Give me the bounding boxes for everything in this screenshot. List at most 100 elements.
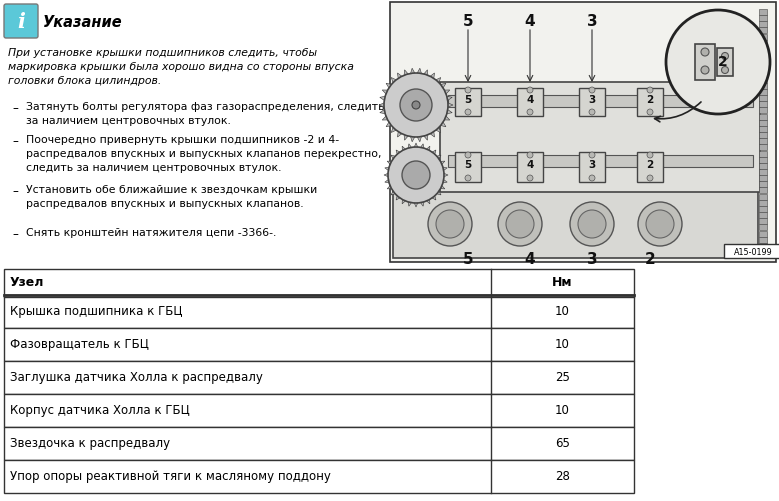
Bar [759,126,767,132]
Text: 5: 5 [463,14,474,29]
Text: Поочередно привернуть крышки подшипников -2 и 4-
распредвалов впускных и выпускн: Поочередно привернуть крышки подшипников… [26,135,382,173]
Polygon shape [397,73,404,81]
Circle shape [589,87,595,93]
Polygon shape [396,193,402,200]
Bar [759,107,767,113]
Text: 3: 3 [587,252,597,267]
Polygon shape [380,108,387,114]
Polygon shape [422,70,428,78]
Bar [393,190,758,258]
Bar [759,22,767,28]
Text: –: – [12,185,18,198]
Bar [759,181,767,187]
Circle shape [527,152,533,158]
Circle shape [498,202,542,246]
Polygon shape [419,144,425,150]
Polygon shape [435,189,441,195]
Text: 10: 10 [555,338,570,351]
Text: Крышка подшипника к ГБЦ: Крышка подшипника к ГБЦ [10,305,182,318]
Bar [390,2,776,262]
Text: Нм: Нм [552,276,573,289]
Polygon shape [404,70,410,78]
Polygon shape [407,144,413,150]
Text: Корпус датчика Холла к ГБЦ: Корпус датчика Холла к ГБЦ [10,404,190,417]
Bar [759,95,767,101]
Polygon shape [430,150,436,156]
Text: 2: 2 [645,252,655,267]
Bar [759,83,767,89]
Bar [759,77,767,83]
Polygon shape [428,129,435,137]
Polygon shape [425,146,430,153]
Circle shape [465,152,471,158]
Bar [759,144,767,150]
Bar [4,295,634,328]
Bar [4,460,634,493]
Bar [759,138,767,144]
Polygon shape [382,90,390,96]
Polygon shape [379,102,386,108]
Text: –: – [12,135,18,148]
Bar [759,218,767,224]
Polygon shape [434,78,441,85]
Bar [759,243,767,249]
Bar [759,34,767,40]
Bar [759,120,767,126]
Circle shape [589,109,595,115]
Polygon shape [442,172,448,177]
Bar [448,155,753,167]
Bar [717,48,733,76]
Polygon shape [428,73,435,81]
Circle shape [402,161,430,189]
Text: –: – [12,102,18,115]
Bar [759,114,767,120]
Bar [4,328,634,361]
Polygon shape [414,143,418,149]
Text: Упор опоры реактивной тяги к масляному поддону: Упор опоры реактивной тяги к масляному п… [10,470,331,483]
Bar [759,200,767,206]
Bar [759,89,767,95]
Text: 4: 4 [527,95,534,105]
Bar [759,249,767,255]
Bar [759,40,767,46]
Circle shape [647,87,653,93]
Polygon shape [402,146,407,153]
Bar [517,88,543,116]
Text: При установке крышки подшипников следить, чтобы
маркировка крышки была хорошо ви: При установке крышки подшипников следить… [8,48,354,86]
Text: 10: 10 [555,404,570,417]
Bar [4,427,634,460]
Circle shape [465,175,471,181]
Text: 4: 4 [525,14,535,29]
Bar [759,206,767,212]
Polygon shape [439,120,446,127]
Text: 5: 5 [463,252,474,267]
Polygon shape [391,125,398,132]
Text: 3: 3 [588,160,596,170]
Circle shape [465,87,471,93]
Bar [759,236,767,242]
Polygon shape [438,161,445,166]
Polygon shape [396,150,402,156]
Polygon shape [380,96,387,102]
FancyBboxPatch shape [4,4,38,38]
Circle shape [527,87,533,93]
Polygon shape [445,108,452,114]
Circle shape [701,48,709,56]
Bar [724,244,779,258]
Bar [759,175,767,181]
Polygon shape [439,83,446,90]
Polygon shape [397,129,404,137]
Circle shape [400,89,432,121]
Bar [759,212,767,218]
Text: 5: 5 [464,95,471,105]
Polygon shape [416,134,422,142]
Text: Звездочка к распредвалу: Звездочка к распредвалу [10,437,170,450]
Polygon shape [382,114,390,120]
Text: 2: 2 [647,160,654,170]
Bar [759,65,767,70]
Text: Снять кронштейн натяжителя цепи -3366-.: Снять кронштейн натяжителя цепи -3366-. [26,228,277,238]
Circle shape [646,210,674,238]
Polygon shape [385,167,391,172]
Circle shape [527,109,533,115]
Text: 65: 65 [555,437,570,450]
